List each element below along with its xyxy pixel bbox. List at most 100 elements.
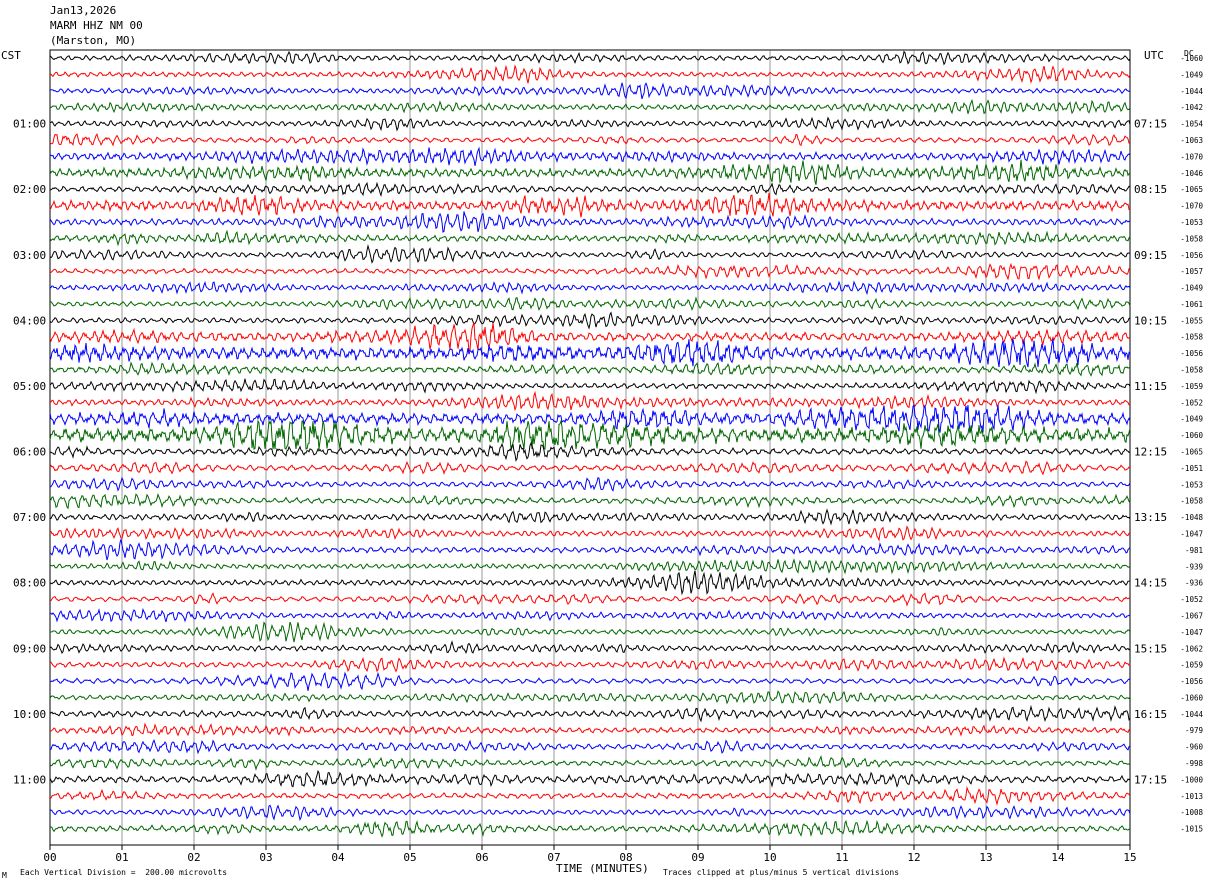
seismic-trace (49, 64, 1131, 84)
utc-hour-label: 14:15 (1134, 577, 1167, 590)
seismic-trace (49, 441, 1131, 462)
seismic-trace (49, 296, 1131, 311)
seismic-trace (49, 181, 1131, 198)
dc-offset-label: -1056 (1180, 349, 1203, 358)
cst-hour-label: 04:00 (13, 314, 46, 327)
x-tick-label: 13 (979, 851, 992, 864)
seismic-trace (49, 476, 1131, 492)
seismic-trace (49, 607, 1131, 623)
seismic-trace (49, 738, 1131, 755)
x-tick-label: 03 (259, 851, 272, 864)
x-tick-label: 05 (403, 851, 416, 864)
dc-offset-label: -1060 (1180, 693, 1203, 702)
station-location: (Marston, MO) (50, 34, 137, 47)
utc-hour-label: 15:15 (1134, 642, 1167, 655)
dc-offset-label: -1048 (1180, 513, 1203, 522)
dc-offset-label: -1061 (1180, 300, 1203, 309)
seismic-trace (49, 722, 1131, 737)
cst-hour-label: 07:00 (13, 511, 46, 524)
dc-offset-label: -1054 (1180, 120, 1203, 129)
dc-offset-label: -1060 (1180, 54, 1203, 63)
seismic-trace (49, 50, 1131, 66)
utc-hour-label: 16:15 (1134, 708, 1167, 721)
utc-axis-label: UTC (1144, 49, 1164, 62)
dc-offset-label: -939 (1185, 562, 1203, 571)
dc-offset-label: -1044 (1180, 710, 1203, 719)
dc-offset-label: -1058 (1180, 234, 1203, 243)
x-axis-title: TIME (MINUTES) (556, 862, 649, 875)
vertical-scale-note: Each Vertical Division = 200.00 microvol… (20, 868, 228, 877)
x-tick-label: 01 (115, 851, 128, 864)
dc-offset-label: -981 (1185, 546, 1203, 555)
dc-offset-label: -1051 (1180, 464, 1203, 473)
dc-offset-label: -1052 (1180, 398, 1203, 407)
seismic-trace (49, 229, 1131, 247)
x-tick-label: 11 (835, 851, 848, 864)
dc-offset-label: -1070 (1180, 152, 1203, 161)
x-tick-label: 08 (619, 851, 632, 864)
x-tick-label: 06 (475, 851, 488, 864)
x-tick-label: 15 (1123, 851, 1136, 864)
dc-offset-label: -1046 (1180, 169, 1203, 178)
seismic-trace (49, 640, 1131, 655)
dc-offset-label: -1053 (1180, 480, 1203, 489)
cst-hour-label: 10:00 (13, 708, 46, 721)
utc-hour-label: 07:15 (1134, 118, 1167, 131)
seismic-trace (49, 592, 1131, 607)
seismic-trace (49, 704, 1131, 723)
seismic-trace (49, 621, 1131, 643)
seismic-trace (49, 671, 1131, 691)
utc-hour-label: 13:15 (1134, 511, 1167, 524)
seismic-trace (49, 460, 1131, 476)
cst-hour-label: 01:00 (13, 118, 46, 131)
dc-offset-label: -1053 (1180, 218, 1203, 227)
seismic-trace (49, 403, 1131, 433)
dc-offset-label: -998 (1185, 759, 1204, 768)
x-tick-label: 12 (907, 851, 920, 864)
x-tick-label: 02 (187, 851, 200, 864)
dc-offset-label: -1049 (1180, 415, 1203, 424)
seismic-trace (49, 132, 1131, 147)
dc-offset-label: -1013 (1180, 792, 1203, 801)
seismic-trace (49, 98, 1131, 115)
cst-hour-label: 02:00 (13, 183, 46, 196)
seismic-trace (49, 390, 1131, 412)
cst-hour-label: 08:00 (13, 577, 46, 590)
cst-hour-label: 03:00 (13, 249, 46, 262)
seismic-trace (49, 82, 1131, 100)
clipping-note: Traces clipped at plus/minus 5 vertical … (663, 868, 900, 877)
seismic-trace (49, 159, 1131, 185)
seismic-trace (49, 339, 1131, 368)
seismic-trace (49, 785, 1131, 806)
utc-hour-label: 08:15 (1134, 183, 1167, 196)
x-tick-label: 10 (763, 851, 776, 864)
x-tick-label: 00 (43, 851, 56, 864)
cst-hour-label: 09:00 (13, 642, 46, 655)
utc-hour-label: 10:15 (1134, 314, 1167, 327)
dc-offset-label: -1056 (1180, 251, 1203, 260)
cst-axis-label: CST (1, 49, 21, 62)
seismic-trace (49, 570, 1131, 596)
dc-offset-label: -1056 (1180, 677, 1203, 686)
utc-hour-label: 11:15 (1134, 380, 1167, 393)
seismic-trace (49, 539, 1131, 561)
seismic-trace (49, 322, 1131, 352)
plot-date: Jan13,2026 (50, 4, 117, 17)
seismic-trace (49, 378, 1131, 395)
cst-hour-label: 06:00 (13, 446, 46, 459)
seismic-trace (49, 311, 1131, 330)
dc-offset-label: -1065 (1180, 185, 1203, 194)
x-tick-label: 07 (547, 851, 560, 864)
dc-offset-label: -1015 (1180, 825, 1203, 834)
dc-offset-label: -1060 (1180, 431, 1203, 440)
seismic-trace (49, 656, 1131, 673)
dc-offset-label: -1008 (1180, 808, 1203, 817)
seismic-trace (49, 361, 1131, 377)
dc-offset-label: -1042 (1180, 103, 1203, 112)
seismic-trace (49, 116, 1131, 132)
dc-offset-label: -1059 (1180, 661, 1203, 670)
x-tick-label: 09 (691, 851, 704, 864)
plot-frame (49, 49, 1131, 846)
seismic-trace (49, 769, 1131, 788)
